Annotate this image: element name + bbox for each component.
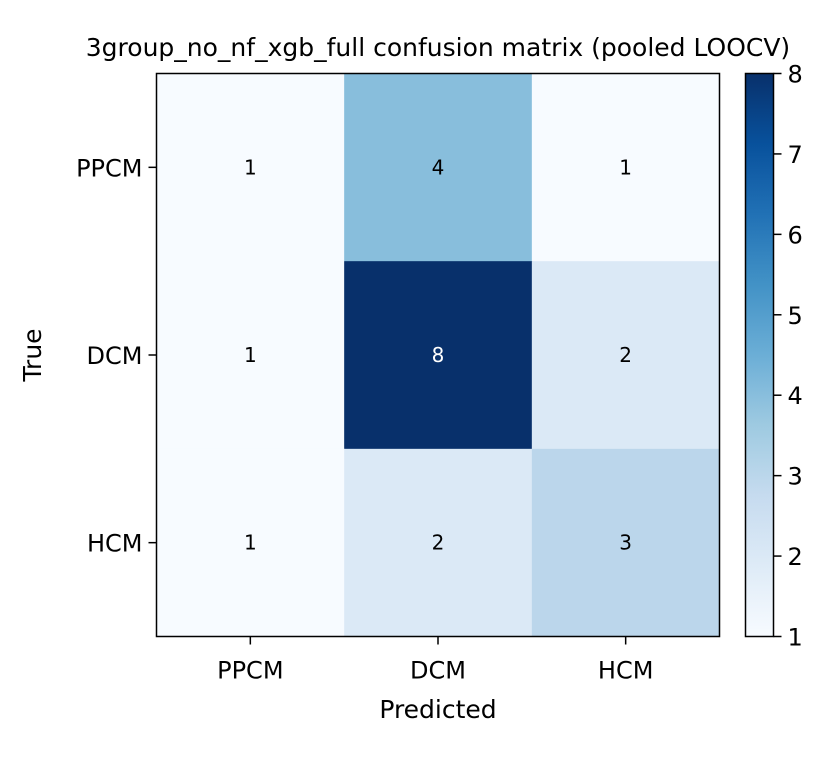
- heatmap-cell: [531, 448, 720, 637]
- heatmap-cell: [344, 73, 533, 262]
- cell-value-label: 1: [244, 531, 257, 555]
- cell-value-label: 1: [619, 155, 632, 179]
- y-tick-label: HCM: [87, 530, 143, 558]
- colorbar-tick-label: 5: [788, 302, 803, 330]
- cell-value-label: 4: [432, 155, 445, 179]
- x-axis-label: Predicted: [379, 695, 496, 724]
- cell-value-label: 1: [244, 343, 257, 367]
- cell-value-label: 3: [619, 531, 632, 555]
- cell-value-label: 2: [619, 343, 632, 367]
- colorbar-tick-label: 6: [788, 221, 803, 249]
- colorbar-ticks: 1 2 3 4 5 6 7 8: [773, 61, 803, 652]
- x-axis-ticks: PPCM DCM HCM: [217, 636, 654, 685]
- colorbar-tick-label: 8: [788, 61, 803, 89]
- colorbar-tick-label: 3: [788, 463, 803, 491]
- cell-value-label: 1: [244, 155, 257, 179]
- colorbar-tick-label: 7: [788, 141, 803, 169]
- y-tick-label: DCM: [87, 342, 143, 370]
- heatmap-cell: [344, 261, 533, 450]
- x-tick-label: PPCM: [217, 657, 283, 685]
- chart-title: 3group_no_nf_xgb_full confusion matrix (…: [86, 33, 790, 62]
- heatmap-cells: [156, 73, 720, 637]
- heatmap-cell: [344, 448, 533, 637]
- heatmap-cell: [531, 73, 720, 262]
- cell-value-label: 2: [432, 531, 445, 555]
- heatmap-cell: [531, 261, 720, 450]
- cell-value-labels: 1 4 1 1 8 2 1 2 3: [244, 155, 632, 554]
- x-tick-label: DCM: [410, 657, 466, 685]
- x-tick-label: HCM: [598, 657, 654, 685]
- colorbar: [744, 72, 775, 638]
- colorbar-tick-label: 4: [788, 382, 803, 410]
- colorbar-tick-label: 1: [788, 624, 803, 652]
- y-tick-label: PPCM: [76, 154, 142, 182]
- cell-value-label: 8: [432, 343, 445, 367]
- heatmap-cell: [156, 448, 345, 637]
- y-axis-label: True: [18, 328, 47, 382]
- colorbar-tick-label: 2: [788, 543, 803, 571]
- heatmap-cell: [156, 73, 345, 262]
- heatmap-cell: [156, 261, 345, 450]
- y-axis-ticks: PPCM DCM HCM: [76, 154, 157, 558]
